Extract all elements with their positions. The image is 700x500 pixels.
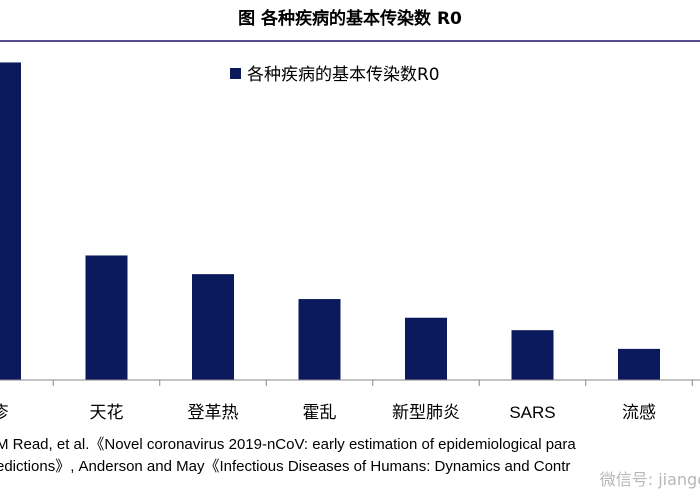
- x-tick-label-0: 疹: [0, 403, 9, 423]
- legend-swatch: [230, 68, 241, 79]
- bar-4: [405, 317, 447, 380]
- source-line-2: edictions》, Anderson and May《Infectious …: [0, 458, 571, 475]
- bar-5: [511, 330, 554, 380]
- x-tick-label-1: 天花: [90, 403, 124, 423]
- x-tick-label-6: 流感: [622, 403, 656, 423]
- bar-chart: 疹 天花 登革热 霍乱 新型肺炎 SARS 流感 各种疾病的基本传染数R0: [0, 62, 700, 423]
- x-tick-label-3: 霍乱: [303, 403, 337, 423]
- x-tick-label-4: 新型肺炎: [392, 403, 460, 423]
- source-line-1: M Read, et al.《Novel coronavirus 2019-nC…: [0, 436, 576, 453]
- bar-2: [192, 274, 234, 380]
- x-tick-label-5: SARS: [509, 403, 555, 422]
- watermark: 微信号: jiangc: [599, 470, 700, 489]
- title-divider: [0, 40, 700, 42]
- bar-0: [0, 62, 21, 381]
- bar-3: [298, 299, 341, 380]
- x-tick-label-2: 登革热: [188, 403, 239, 423]
- chart-title: 图 各种疾病的基本传染数 R0: [238, 9, 462, 29]
- legend-label: 各种疾病的基本传染数R0: [247, 65, 440, 85]
- bar-1: [85, 255, 128, 380]
- source-note: M Read, et al.《Novel coronavirus 2019-nC…: [0, 434, 700, 478]
- bar-6: [618, 348, 660, 380]
